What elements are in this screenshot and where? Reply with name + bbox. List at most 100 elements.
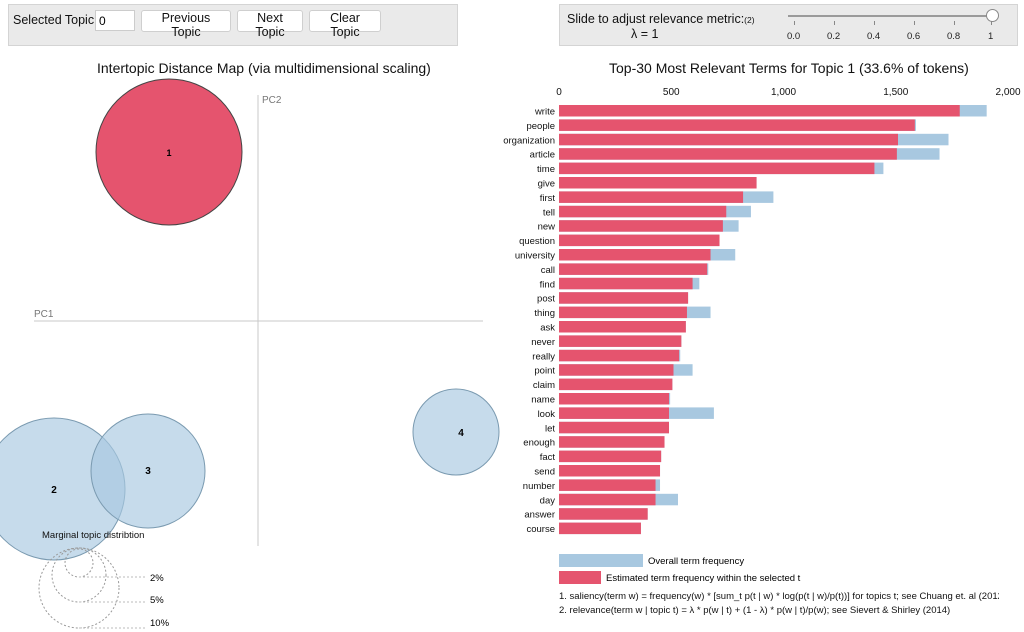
term-label: tell xyxy=(543,207,555,218)
selected-topic-label: Selected Topic: xyxy=(13,13,98,27)
relevance-slider-panel: Slide to adjust relevance metric:(2) λ =… xyxy=(559,4,1018,46)
bar-estimated-frequency xyxy=(559,378,673,391)
x-tick-label: 1,500 xyxy=(883,87,908,98)
selected-topic-input[interactable] xyxy=(95,10,135,31)
bar-estimated-frequency xyxy=(559,220,723,232)
bar-estimated-frequency xyxy=(559,263,708,275)
bar-estimated-frequency xyxy=(559,364,674,376)
bar-estimated-frequency xyxy=(559,508,648,520)
bar-estimated-frequency xyxy=(559,407,670,419)
term-label: look xyxy=(538,409,556,420)
bar-estimated-frequency xyxy=(559,465,661,477)
marginal-circle-5pct xyxy=(51,547,107,603)
slider-tick-mark xyxy=(914,21,915,25)
term-label: people xyxy=(526,121,555,132)
term-label: ask xyxy=(540,323,555,334)
slider-tick-mark xyxy=(874,21,875,25)
x-tick-label: 0 xyxy=(556,87,562,98)
term-label: organization xyxy=(503,135,555,146)
term-label: really xyxy=(532,351,555,362)
x-tick-label: 500 xyxy=(663,87,680,98)
intertopic-map-title: Intertopic Distance Map (via multidimens… xyxy=(97,60,431,76)
term-label: new xyxy=(538,222,556,233)
bar-estimated-frequency xyxy=(559,148,897,160)
relevance-slider-track[interactable] xyxy=(788,15,994,17)
marginal-label-10pct: 10% xyxy=(150,618,170,629)
term-label: enough xyxy=(523,438,555,449)
slider-tick-mark xyxy=(991,21,992,25)
bar-estimated-frequency xyxy=(559,277,693,290)
slider-tick-label: 0.6 xyxy=(907,31,921,42)
term-label: university xyxy=(515,251,555,262)
term-label: point xyxy=(534,366,555,377)
marginal-label-2pct: 2% xyxy=(150,573,164,584)
bar-estimated-frequency xyxy=(559,306,687,319)
term-label: give xyxy=(538,179,555,190)
legend-swatch-overall xyxy=(559,554,643,567)
bar-estimated-frequency xyxy=(559,177,757,189)
next-topic-button[interactable]: Next Topic xyxy=(237,10,303,39)
term-label: claim xyxy=(533,380,555,391)
topic-label-4: 4 xyxy=(458,428,464,439)
term-label: post xyxy=(537,294,555,305)
bar-estimated-frequency xyxy=(559,335,682,347)
term-label: course xyxy=(526,524,555,535)
relevance-slider-handle[interactable] xyxy=(986,9,999,22)
marginal-label-5pct: 5% xyxy=(150,595,164,606)
term-label: fact xyxy=(540,452,556,463)
bar-estimated-frequency xyxy=(559,493,656,506)
term-label: time xyxy=(537,164,555,175)
term-label: question xyxy=(519,236,555,247)
slider-tick-mark xyxy=(834,21,835,25)
bar-estimated-frequency xyxy=(559,421,670,434)
marginal-distribution-title: Marginal topic distribtion xyxy=(42,530,144,541)
term-label: answer xyxy=(524,510,555,521)
bar-estimated-frequency xyxy=(559,321,686,333)
term-label: find xyxy=(540,279,555,290)
marginal-circle-10pct xyxy=(38,547,120,629)
slider-label: Slide to adjust relevance metric:(2) xyxy=(567,12,755,26)
saliency-note: 1. saliency(term w) = frequency(w) * [su… xyxy=(559,591,999,602)
bar-estimated-frequency xyxy=(559,105,960,117)
legend-swatch-estimated xyxy=(559,571,601,584)
topic-circle-1[interactable] xyxy=(95,78,243,226)
lambda-value-label: λ = 1 xyxy=(631,27,659,41)
slider-tick-label: 0.2 xyxy=(827,31,841,42)
topic-control-panel: Selected Topic: Previous Topic Next Topi… xyxy=(8,4,458,46)
bar-estimated-frequency xyxy=(559,393,670,405)
x-tick-label: 2,000 xyxy=(995,87,1020,98)
bar-estimated-frequency xyxy=(559,249,711,261)
previous-topic-button[interactable]: Previous Topic xyxy=(141,10,231,39)
term-label: write xyxy=(534,107,555,118)
topic-label-3: 3 xyxy=(145,466,151,477)
slider-tick-label: 0.8 xyxy=(947,31,961,42)
term-label: day xyxy=(540,495,556,506)
term-label: let xyxy=(545,423,555,434)
bar-estimated-frequency xyxy=(559,234,720,247)
topic-label-1: 1 xyxy=(166,148,171,158)
slider-tick-mark xyxy=(794,21,795,25)
slider-tick-label: 1 xyxy=(988,31,994,42)
bar-estimated-frequency xyxy=(559,479,656,491)
term-label: name xyxy=(531,395,555,406)
bar-estimated-frequency xyxy=(559,292,689,304)
bar-estimated-frequency xyxy=(559,119,915,131)
bar-estimated-frequency xyxy=(559,162,875,175)
term-label: thing xyxy=(534,308,555,319)
bar-estimated-frequency xyxy=(559,133,898,146)
topic-circle-4[interactable] xyxy=(412,388,500,476)
slider-tick-label: 0.0 xyxy=(787,31,801,42)
bar-estimated-frequency xyxy=(559,349,680,362)
topic-circle-3[interactable] xyxy=(90,413,206,529)
bar-estimated-frequency xyxy=(559,522,641,535)
legend-label-estimated: Estimated term frequency within the sele… xyxy=(606,573,801,584)
clear-topic-button[interactable]: Clear Topic xyxy=(309,10,381,39)
term-label: article xyxy=(530,150,555,161)
legend-label-overall: Overall term frequency xyxy=(648,556,744,567)
bar-estimated-frequency xyxy=(559,205,727,218)
bar-estimated-frequency xyxy=(559,191,744,203)
slider-tick-label: 0.4 xyxy=(867,31,881,42)
term-label: never xyxy=(531,337,555,348)
